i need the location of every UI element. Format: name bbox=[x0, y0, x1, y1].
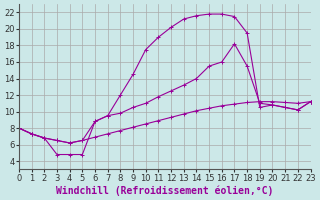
X-axis label: Windchill (Refroidissement éolien,°C): Windchill (Refroidissement éolien,°C) bbox=[56, 185, 273, 196]
